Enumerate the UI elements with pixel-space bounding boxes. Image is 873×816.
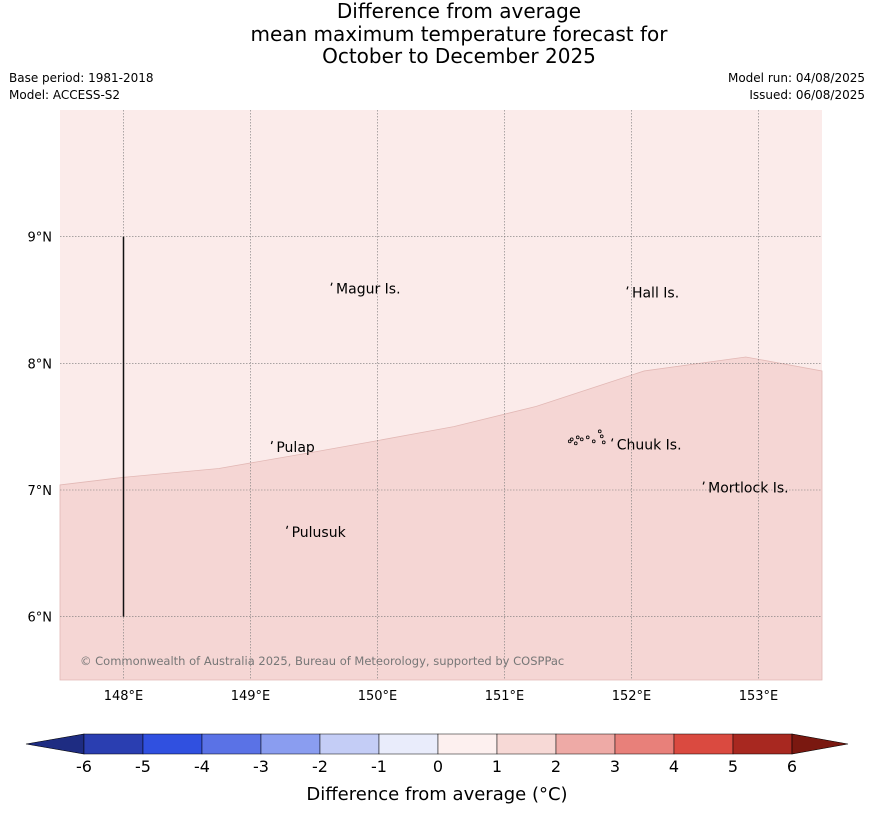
colorbar-segment (260, 733, 321, 755)
island-marker (569, 437, 574, 442)
colorbar-segment (378, 733, 439, 755)
place-label: Mortlock Is. (708, 481, 788, 497)
colorbar: -6 -5 -4 -3 -2 -1 0 1 2 3 4 5 6 Difference from avera… (25, 733, 849, 805)
colorbar-segment (673, 733, 734, 755)
map-layer: Magur Is. Hall Is. Pulap Chuuk Is. Mortlock … (28, 110, 823, 704)
copyright-text: © Commonwealth of Australia 2025, Bureau… (80, 654, 564, 668)
colorbar-tick-label: -4 (194, 757, 210, 776)
colorbar-segment (614, 733, 675, 755)
place-label: Hall Is. (632, 285, 679, 301)
colorbar-extend-below (25, 733, 85, 755)
colorbar-tick-label: 4 (669, 757, 679, 776)
island-marker (286, 525, 289, 530)
lat-tick-label: 7°N (28, 484, 53, 499)
model-name: Model: ACCESS-S2 (9, 88, 121, 102)
base-period: Base period: 1981-2018 (9, 71, 154, 85)
colorbar-tick-label: 6 (787, 757, 797, 776)
colorbar-tick-label: 2 (551, 757, 561, 776)
colorbar-tick-label: 0 (433, 757, 443, 776)
colorbar-tick-label: -6 (76, 757, 92, 776)
colorbar-tick-label: -3 (253, 757, 269, 776)
title-line-1: Difference from average (336, 0, 582, 23)
map-title: Difference from average mean maximum tem… (0, 0, 873, 68)
colorbar-tick-label: -1 (371, 757, 387, 776)
island-marker (585, 435, 590, 440)
island-marker (591, 439, 596, 444)
island-marker (601, 440, 606, 445)
island-marker (597, 429, 602, 434)
island-marker (702, 481, 705, 485)
lat-tick-label: 9°N (28, 231, 53, 246)
island-marker (575, 435, 580, 440)
lon-tick-label: 149°E (231, 689, 271, 704)
colorbar-extend-above (791, 733, 849, 755)
metadata-right: Model run: 04/08/2025 Issued: 06/08/2025 (728, 70, 865, 104)
colorbar-segment (319, 733, 380, 755)
colorbar-tick-label: -5 (135, 757, 151, 776)
lon-tick-label: 148°E (104, 689, 144, 704)
place-label: Magur Is. (336, 282, 401, 298)
colorbar-segment (201, 733, 262, 755)
colorbar-segment (496, 733, 557, 755)
island-marker (599, 434, 604, 439)
lon-tick-label: 152°E (612, 689, 652, 704)
place-label: Chuuk Is. (617, 437, 682, 453)
lon-tick-label: 151°E (485, 689, 525, 704)
colorbar-tick-label: 1 (492, 757, 502, 776)
model-run: Model run: 04/08/2025 (727, 71, 865, 85)
title-line-2: mean maximum temperature forecast for (250, 21, 668, 46)
colorbar-segment (555, 733, 616, 755)
lat-tick-label: 6°N (28, 611, 53, 626)
colorbar-tick-label: 3 (610, 757, 620, 776)
colorbar-segment (83, 733, 144, 755)
island-marker (573, 441, 578, 446)
colorbar-label: Difference from average (°C) (306, 784, 567, 805)
title-line-3: October to December 2025 (322, 44, 596, 68)
lon-tick-label: 150°E (358, 689, 398, 704)
place-label: Pulusuk (292, 525, 347, 541)
island-marker (270, 440, 273, 445)
lat-tick-label: 8°N (28, 357, 53, 372)
island-marker (579, 437, 584, 442)
island-marker (611, 438, 614, 442)
colorbar-tick-label: -2 (312, 757, 328, 776)
island-marker (330, 282, 333, 286)
place-label: Pulap (276, 440, 315, 456)
island-marker (626, 286, 629, 290)
island-marker (567, 439, 572, 444)
colorbar-segment (437, 733, 498, 755)
issued-date: Issued: 06/08/2025 (749, 88, 865, 102)
lon-tick-label: 153°E (739, 689, 779, 704)
colorbar-segment (142, 733, 203, 755)
colorbar-tick-label: 5 (728, 757, 738, 776)
metadata-left: Base period: 1981-2018 Model: ACCESS-S2 (9, 70, 154, 104)
colorbar-segment (732, 733, 793, 755)
